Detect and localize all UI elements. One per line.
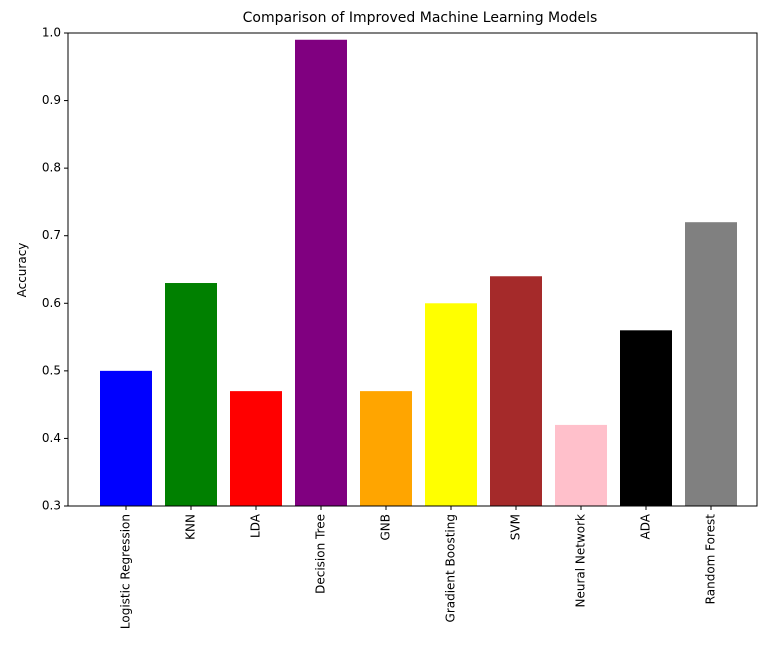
x-tick-label: Gradient Boosting [444, 514, 458, 622]
x-tick-label: Decision Tree [314, 514, 328, 594]
y-tick-label: 0.3 [42, 499, 61, 513]
y-axis-label: Accuracy [15, 243, 29, 298]
x-tick-label: SVM [509, 514, 523, 540]
bar [490, 276, 542, 506]
bar [555, 424, 607, 506]
y-tick-label: 0.5 [42, 363, 61, 377]
x-tick-label: Neural Network [574, 514, 588, 608]
y-tick-label: 0.7 [42, 228, 61, 242]
x-tick-label: ADA [639, 513, 653, 539]
x-tick-label: Logistic Regression [119, 514, 133, 629]
y-tick-label: 0.9 [42, 93, 61, 107]
x-tick-label: GNB [379, 514, 393, 541]
x-tick-label: Random Forest [704, 514, 718, 605]
y-tick-label: 0.6 [42, 296, 61, 310]
bar [230, 391, 282, 506]
chart-title: Comparison of Improved Machine Learning … [243, 10, 598, 26]
bar [685, 222, 737, 506]
x-tick-label: LDA [249, 513, 263, 538]
y-tick-label: 1.0 [42, 26, 61, 40]
bar [295, 39, 347, 506]
bar [425, 303, 477, 506]
bar [360, 391, 412, 506]
y-tick-label: 0.4 [42, 431, 61, 445]
y-tick-label: 0.8 [42, 161, 61, 175]
x-tick-label: KNN [184, 514, 198, 540]
bar [620, 330, 672, 506]
bar [100, 370, 152, 506]
axes-frame [67, 32, 758, 507]
bar [165, 283, 217, 506]
